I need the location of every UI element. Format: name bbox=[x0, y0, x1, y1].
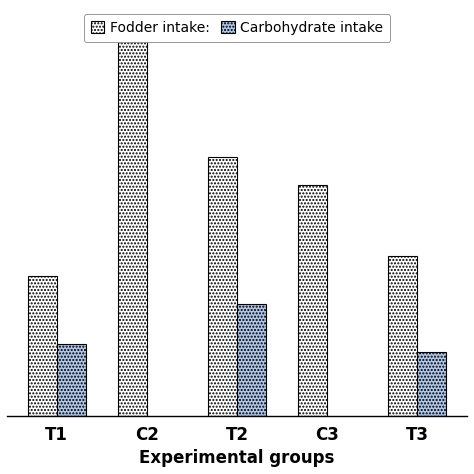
Bar bbox=[28, 276, 57, 416]
Bar bbox=[237, 304, 266, 416]
Bar bbox=[118, 37, 147, 416]
Bar bbox=[417, 352, 446, 416]
Bar bbox=[389, 256, 417, 416]
Bar bbox=[208, 157, 237, 416]
Legend: Fodder intake:, Carbohydrate intake: Fodder intake:, Carbohydrate intake bbox=[83, 14, 391, 42]
Bar bbox=[57, 344, 85, 416]
X-axis label: Experimental groups: Experimental groups bbox=[139, 449, 335, 467]
Bar bbox=[298, 185, 327, 416]
